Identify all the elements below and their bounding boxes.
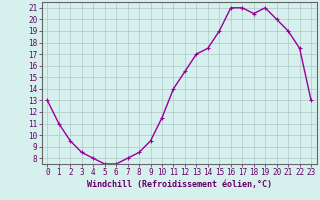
X-axis label: Windchill (Refroidissement éolien,°C): Windchill (Refroidissement éolien,°C) [87, 180, 272, 189]
